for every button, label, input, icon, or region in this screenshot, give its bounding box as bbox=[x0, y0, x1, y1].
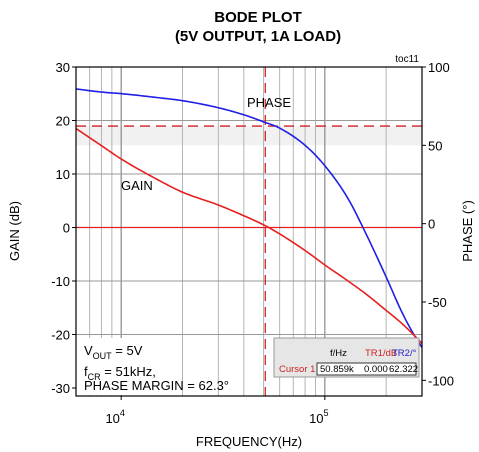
plot-frame bbox=[75, 66, 423, 397]
chart-title: BODE PLOT bbox=[214, 9, 302, 26]
phase-margin-shade bbox=[76, 126, 422, 146]
x-tick-label: 105 bbox=[309, 408, 328, 426]
y-left-tick-label: 10 bbox=[56, 167, 70, 182]
gain-series-label: GAIN bbox=[121, 178, 153, 193]
phase-series-line bbox=[75, 88, 423, 348]
cursor-value-tr1: 0.000 bbox=[364, 364, 388, 375]
y-left-tick-label: 20 bbox=[56, 113, 70, 128]
annotation-box: VOUT = 5V fCR = 51kHz, PHASE MARGIN = 62… bbox=[77, 338, 229, 395]
cursor-label: Cursor 1 bbox=[279, 364, 315, 375]
y-right-tick-label: -100 bbox=[428, 373, 454, 388]
y-axis-left-label: GAIN (dB) bbox=[7, 201, 22, 261]
y-left-tick-label: -20 bbox=[51, 327, 70, 342]
series-layer bbox=[75, 88, 423, 348]
y-axis-right-ticks: 100 50 0 -50 -100 bbox=[422, 60, 454, 388]
gain-series-line bbox=[75, 127, 423, 345]
x-tick-label: 104 bbox=[105, 408, 124, 426]
y-axis-left-ticks: 30 20 10 0 -10 -20 -30 bbox=[51, 60, 76, 396]
cursor-header-freq: f/Hz bbox=[330, 348, 347, 359]
cursor-value-freq: 50.859k bbox=[320, 364, 354, 375]
vout-annotation: VOUT = 5V bbox=[84, 343, 143, 361]
y-left-tick-label: -10 bbox=[51, 274, 70, 289]
fcr-annotation: fCR = 51kHz, bbox=[84, 364, 156, 382]
y-left-tick-label: 0 bbox=[63, 220, 70, 235]
x-axis-ticks: 104 105 bbox=[105, 396, 329, 426]
y-right-tick-label: 100 bbox=[428, 60, 450, 75]
x-axis-label: FREQUENCY(Hz) bbox=[196, 434, 302, 449]
cursor-value-tr2: 62.322 bbox=[389, 364, 418, 375]
y-right-tick-label: 50 bbox=[428, 138, 442, 153]
y-axis-right-label: PHASE (°) bbox=[460, 200, 475, 262]
cursor-readout: f/Hz TR1/dB TR2/° Cursor 1 50.859k 0.000… bbox=[273, 337, 420, 378]
phase-margin-annotation: PHASE MARGIN = 62.3° bbox=[84, 378, 229, 393]
phase-margin-band bbox=[76, 126, 422, 146]
cursor-header-tr2: TR2/° bbox=[392, 348, 417, 359]
y-right-tick-label: -50 bbox=[428, 295, 447, 310]
chart-subtitle: (5V OUTPUT, 1A LOAD) bbox=[175, 28, 341, 45]
figure-id: toc11 bbox=[395, 54, 419, 65]
y-left-tick-label: -30 bbox=[51, 381, 70, 396]
y-right-tick-label: 0 bbox=[428, 217, 435, 232]
cursor-header-tr1: TR1/dB bbox=[365, 348, 397, 359]
phase-series-label: PHASE bbox=[247, 95, 291, 110]
y-left-tick-label: 30 bbox=[56, 60, 70, 75]
